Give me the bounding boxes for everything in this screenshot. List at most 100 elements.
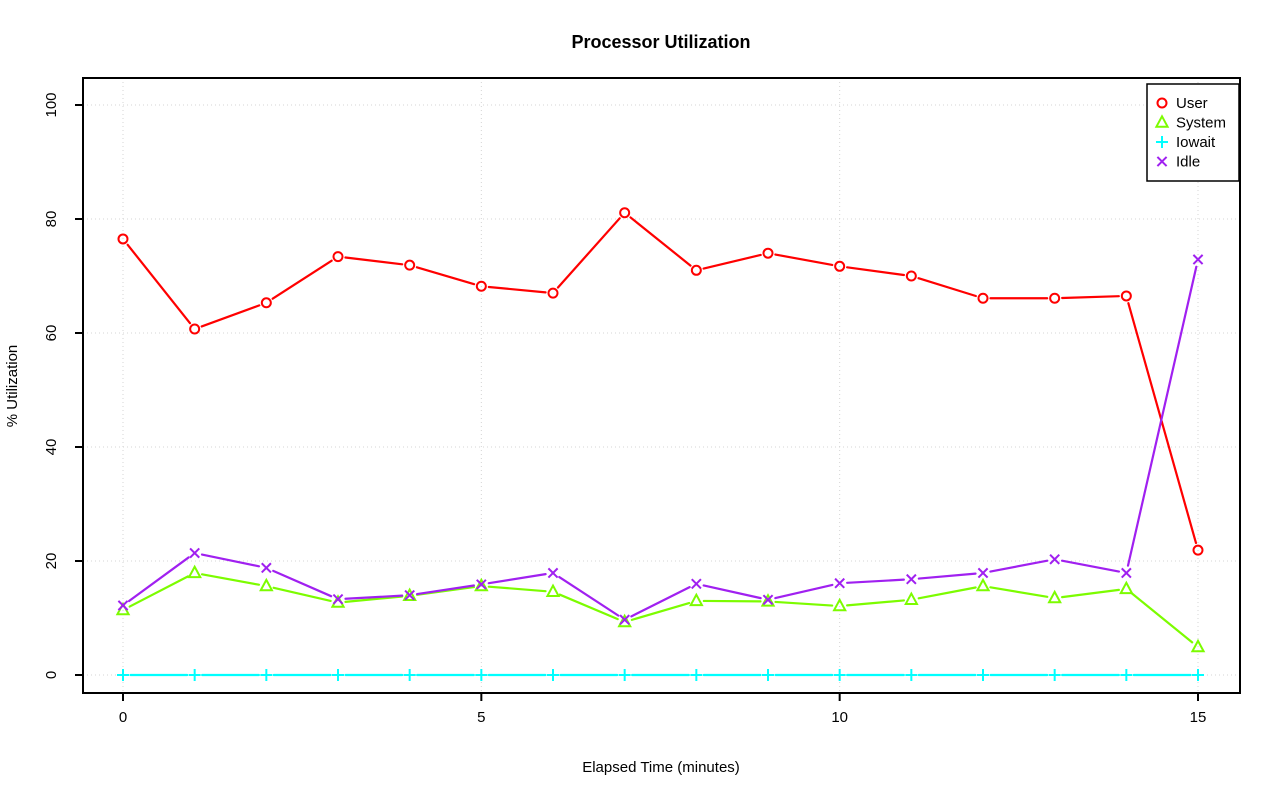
series-user-marker (332, 251, 344, 263)
series-system-marker (832, 597, 847, 612)
series-system-segment (1061, 588, 1120, 599)
series-idle-marker (619, 614, 630, 626)
x-axis-tick-label: 5 (477, 709, 485, 726)
series-user-segment (415, 266, 476, 286)
plot-border (82, 77, 1241, 694)
series-idle-marker (906, 573, 917, 585)
series-system-marker (760, 593, 776, 607)
series-user-segment (1061, 295, 1120, 300)
y-axis-tick-label: 0 (43, 671, 60, 679)
legend-marker-triangle-icon (1154, 114, 1170, 128)
series-idle-segment (1126, 265, 1198, 567)
series-idle-segment (487, 573, 547, 585)
legend-item-label: User (1176, 95, 1208, 112)
series-idle-marker (834, 577, 845, 589)
y-axis-tick-label: 80 (43, 211, 60, 228)
series-idle-segment (846, 578, 905, 584)
legend-item-system: System (1154, 114, 1226, 132)
series-system-marker (617, 613, 632, 628)
chart-title: Processor Utilization (571, 32, 750, 52)
series-system (115, 564, 1206, 653)
series-user-marker (977, 292, 989, 304)
series-user-segment (1127, 302, 1198, 545)
series-idle-marker (691, 578, 702, 590)
series-user-marker (547, 287, 559, 299)
series-system-marker (545, 583, 561, 597)
series-system-marker (904, 591, 919, 605)
series-system-segment (558, 593, 619, 621)
series-idle-segment (917, 572, 977, 580)
series-user-segment (845, 266, 906, 277)
series-system-marker (187, 564, 202, 579)
series-idle-marker (476, 579, 487, 590)
series-user-marker (690, 264, 702, 276)
series-user-marker (834, 260, 846, 272)
series-user (117, 207, 1204, 556)
y-axis-tick-label: 60 (43, 325, 60, 342)
legend-item-user: User (1156, 95, 1208, 112)
series-system-segment (1131, 592, 1194, 644)
x-axis-label: Elapsed Time (minutes) (582, 759, 740, 776)
series-system-segment (200, 573, 261, 586)
series-system-segment (989, 586, 1049, 598)
series-iowait (117, 669, 1205, 681)
series-idle-segment (272, 569, 333, 598)
series-idle-segment (415, 584, 476, 596)
series-user-segment (556, 217, 621, 289)
series-system-marker (259, 577, 274, 592)
series-system-marker (1047, 589, 1062, 604)
series-user-marker (189, 323, 201, 335)
series-idle-segment (630, 586, 691, 618)
series-system-segment (128, 575, 190, 608)
legend-border (1146, 83, 1240, 182)
x-axis-tick-label: 0 (119, 709, 127, 726)
series-system-marker (1119, 580, 1134, 595)
series-system-segment (774, 600, 834, 607)
series-user-marker (762, 247, 774, 259)
series-idle-marker (1192, 254, 1204, 265)
series-idle-segment (702, 584, 762, 600)
series-idle-marker (1121, 567, 1132, 579)
legend-marker-x-icon (1156, 156, 1168, 167)
chart-generated-content: 0 5 10 15 0 20 40 60 80 100 User System Iowait Idle (43, 77, 1241, 726)
series-user-marker (1120, 290, 1132, 302)
series-idle-marker (117, 600, 129, 611)
x-axis-tick-label: 15 (1190, 709, 1207, 726)
series-user-segment (917, 277, 977, 298)
series-user-segment (126, 243, 192, 325)
series-idle-segment (774, 583, 834, 600)
series-idle-marker (261, 562, 272, 574)
series-idle-segment (1060, 559, 1121, 573)
series-user-marker (404, 259, 416, 271)
series-user-marker (260, 297, 272, 309)
series-user-segment (774, 253, 834, 267)
series-idle-segment (127, 556, 190, 603)
series-user-marker (475, 280, 487, 292)
legend-item-iowait: Iowait (1156, 134, 1216, 151)
legend-item-label: Iowait (1176, 134, 1216, 151)
series-idle (117, 254, 1204, 626)
series-user-segment (200, 304, 261, 328)
series-system-segment (487, 585, 547, 593)
series-user-marker (1049, 292, 1061, 304)
series-system-marker (1190, 638, 1206, 653)
series-user-segment (271, 259, 333, 300)
series-system-marker (689, 592, 704, 607)
series-idle-marker (189, 547, 200, 559)
y-axis-tick-label: 20 (43, 553, 60, 570)
series-user-marker (117, 233, 129, 245)
series-user-segment (629, 216, 692, 267)
series-system-segment (344, 595, 404, 603)
series-user-marker (905, 270, 917, 282)
series-system-segment (846, 599, 905, 607)
series-user-segment (702, 253, 762, 270)
series-idle-marker (977, 567, 989, 579)
y-axis-tick-label: 100 (43, 92, 60, 117)
series-system-segment (917, 586, 977, 600)
series-user-segment (344, 256, 404, 266)
legend-item-label: Idle (1176, 154, 1200, 171)
series-idle-segment (989, 559, 1049, 573)
legend-item-idle: Idle (1156, 154, 1200, 171)
